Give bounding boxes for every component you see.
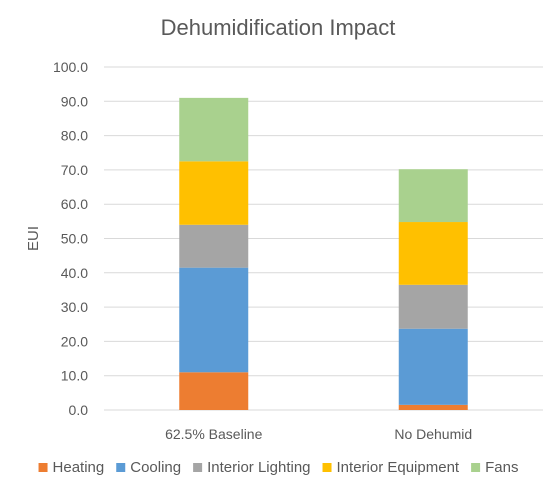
y-tick-label: 90.0 — [61, 93, 88, 109]
bar-segment — [179, 161, 249, 225]
y-tick-label: 50.0 — [61, 231, 88, 247]
legend-label: Cooling — [130, 459, 181, 476]
bar-segment — [179, 97, 249, 162]
legend-label: Interior Lighting — [207, 459, 310, 476]
gridlines — [104, 66, 543, 411]
legend-item: Heating — [38, 459, 105, 476]
legend-item: Fans — [471, 459, 518, 476]
bar-segment — [398, 222, 468, 285]
bar-segment — [179, 267, 249, 373]
y-tick-label: 70.0 — [61, 162, 88, 178]
legend-swatch — [116, 463, 126, 472]
legend-label: Interior Equipment — [337, 459, 460, 476]
y-tick-label: 20.0 — [61, 333, 88, 349]
bar-segment — [179, 372, 249, 410]
bars — [179, 97, 468, 410]
x-tick-label: No Dehumid — [394, 426, 472, 442]
legend-swatch — [38, 463, 48, 472]
y-tick-label: 100.0 — [53, 59, 88, 75]
legend-swatch — [322, 463, 332, 472]
legend-swatch — [471, 463, 481, 472]
y-tick-label: 0.0 — [69, 402, 89, 418]
y-tick-label: 10.0 — [61, 368, 88, 384]
bar-segment — [398, 169, 468, 223]
legend-label: Heating — [53, 459, 105, 476]
legend: Heating Cooling Interior Lighting Interior … — [38, 459, 518, 476]
chart-title: Dehumidification Impact — [161, 15, 396, 40]
bar-segment — [398, 284, 468, 329]
y-tick-label: 80.0 — [61, 128, 88, 144]
legend-label: Fans — [485, 459, 518, 476]
x-tick-label: 62.5% Baseline — [165, 426, 263, 442]
bar-segment — [179, 224, 249, 268]
legend-item: Cooling — [116, 459, 181, 476]
legend-swatch — [193, 463, 203, 472]
legend-item: Interior Equipment — [322, 459, 460, 476]
y-tick-label: 30.0 — [61, 299, 88, 315]
bar-segment — [398, 328, 468, 405]
y-tick-label: 60.0 — [61, 196, 88, 212]
x-tick-labels: 62.5% Baseline No Dehumid — [165, 426, 472, 442]
legend-item: Interior Lighting — [193, 459, 311, 476]
y-tick-label: 40.0 — [61, 265, 88, 281]
y-tick-labels: 0.0 10.0 20.0 30.0 40.0 50.0 60.0 70.0 80.0 90.0 1… — [53, 59, 88, 418]
bar-segment — [398, 404, 468, 410]
y-axis-label: EUI — [25, 226, 42, 251]
